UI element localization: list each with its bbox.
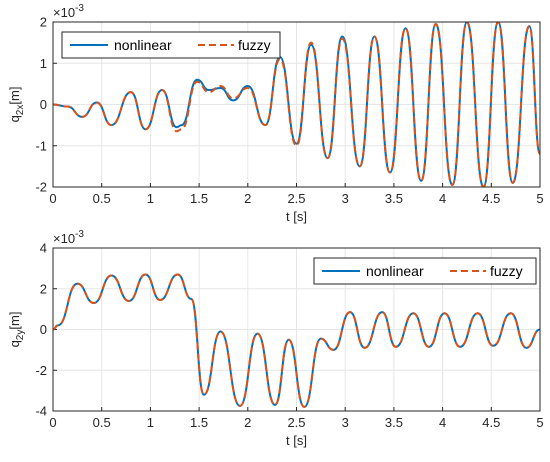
y-axis-label: q2y[m] [7,312,26,348]
x-axis-label: t [s] [286,433,307,448]
y-tick-label: 1 [40,56,47,71]
axes-frame [52,247,541,412]
x-tick-label: 4 [439,415,446,430]
x-tick-label: 3 [342,191,349,206]
x-tick-label: 1.5 [190,415,208,430]
x-tick-label: 1 [147,191,154,206]
legend-label-nonlinear: nonlinear [366,263,424,279]
plot-q2y: 0 0.5 1 1.5 2 2.5 3 3.5 4 4.5 5 -4 -2 0 2 4 ×10-3 t [s] q2… [7,229,544,448]
axes-frame [52,21,541,188]
plot-q2x: 0 0.5 1 1.5 2 2.5 3 3.5 4 4.5 5 -2 -1 0 1 2 ×10-3 t [s] q2… [7,3,544,224]
y-tick-label: 4 [40,241,47,256]
x-tick-label: 3.5 [385,415,403,430]
series-line-fuzzy [53,273,540,408]
x-tick-label: 3.5 [385,191,403,206]
legend: nonlinear fuzzy [61,31,281,59]
legend: nonlinear fuzzy [313,257,537,285]
y-tick-label: 0 [40,322,47,337]
x-tick-label: 2.5 [287,191,305,206]
x-tick-label: 5 [536,191,543,206]
x-tick-label: 4.5 [482,191,500,206]
x-tick-label: 5 [536,415,543,430]
x-tick-label: 3 [342,415,349,430]
legend-label-fuzzy: fuzzy [238,37,271,53]
x-tick-label: 4 [439,191,446,206]
series-line-fuzzy [53,22,540,187]
x-tick-label: 4.5 [482,415,500,430]
x-tick-label: 2.5 [287,415,305,430]
exponent-label: ×10-3 [53,3,84,20]
y-tick-label: -1 [35,138,47,153]
y-axis-label: q2x[m] [7,87,26,123]
y-tick-label: 0 [40,97,47,112]
x-tick-label: 1.5 [190,191,208,206]
y-tick-label: 2 [40,15,47,30]
legend-label-nonlinear: nonlinear [114,37,172,53]
y-tick-label: -4 [35,404,47,419]
y-tick-label: -2 [35,363,47,378]
x-tick-label: 2 [244,191,251,206]
x-tick-label: 0.5 [93,191,111,206]
x-tick-label: 0 [49,415,56,430]
x-tick-label: 1 [147,415,154,430]
exponent-label: ×10-3 [53,229,84,246]
x-tick-label: 0 [49,191,56,206]
x-tick-label: 0.5 [93,415,111,430]
x-axis-label: t [s] [286,209,307,224]
x-tick-label: 2 [244,415,251,430]
y-tick-label: 2 [40,281,47,296]
y-tick-label: -2 [35,180,47,195]
legend-label-fuzzy: fuzzy [490,263,523,279]
